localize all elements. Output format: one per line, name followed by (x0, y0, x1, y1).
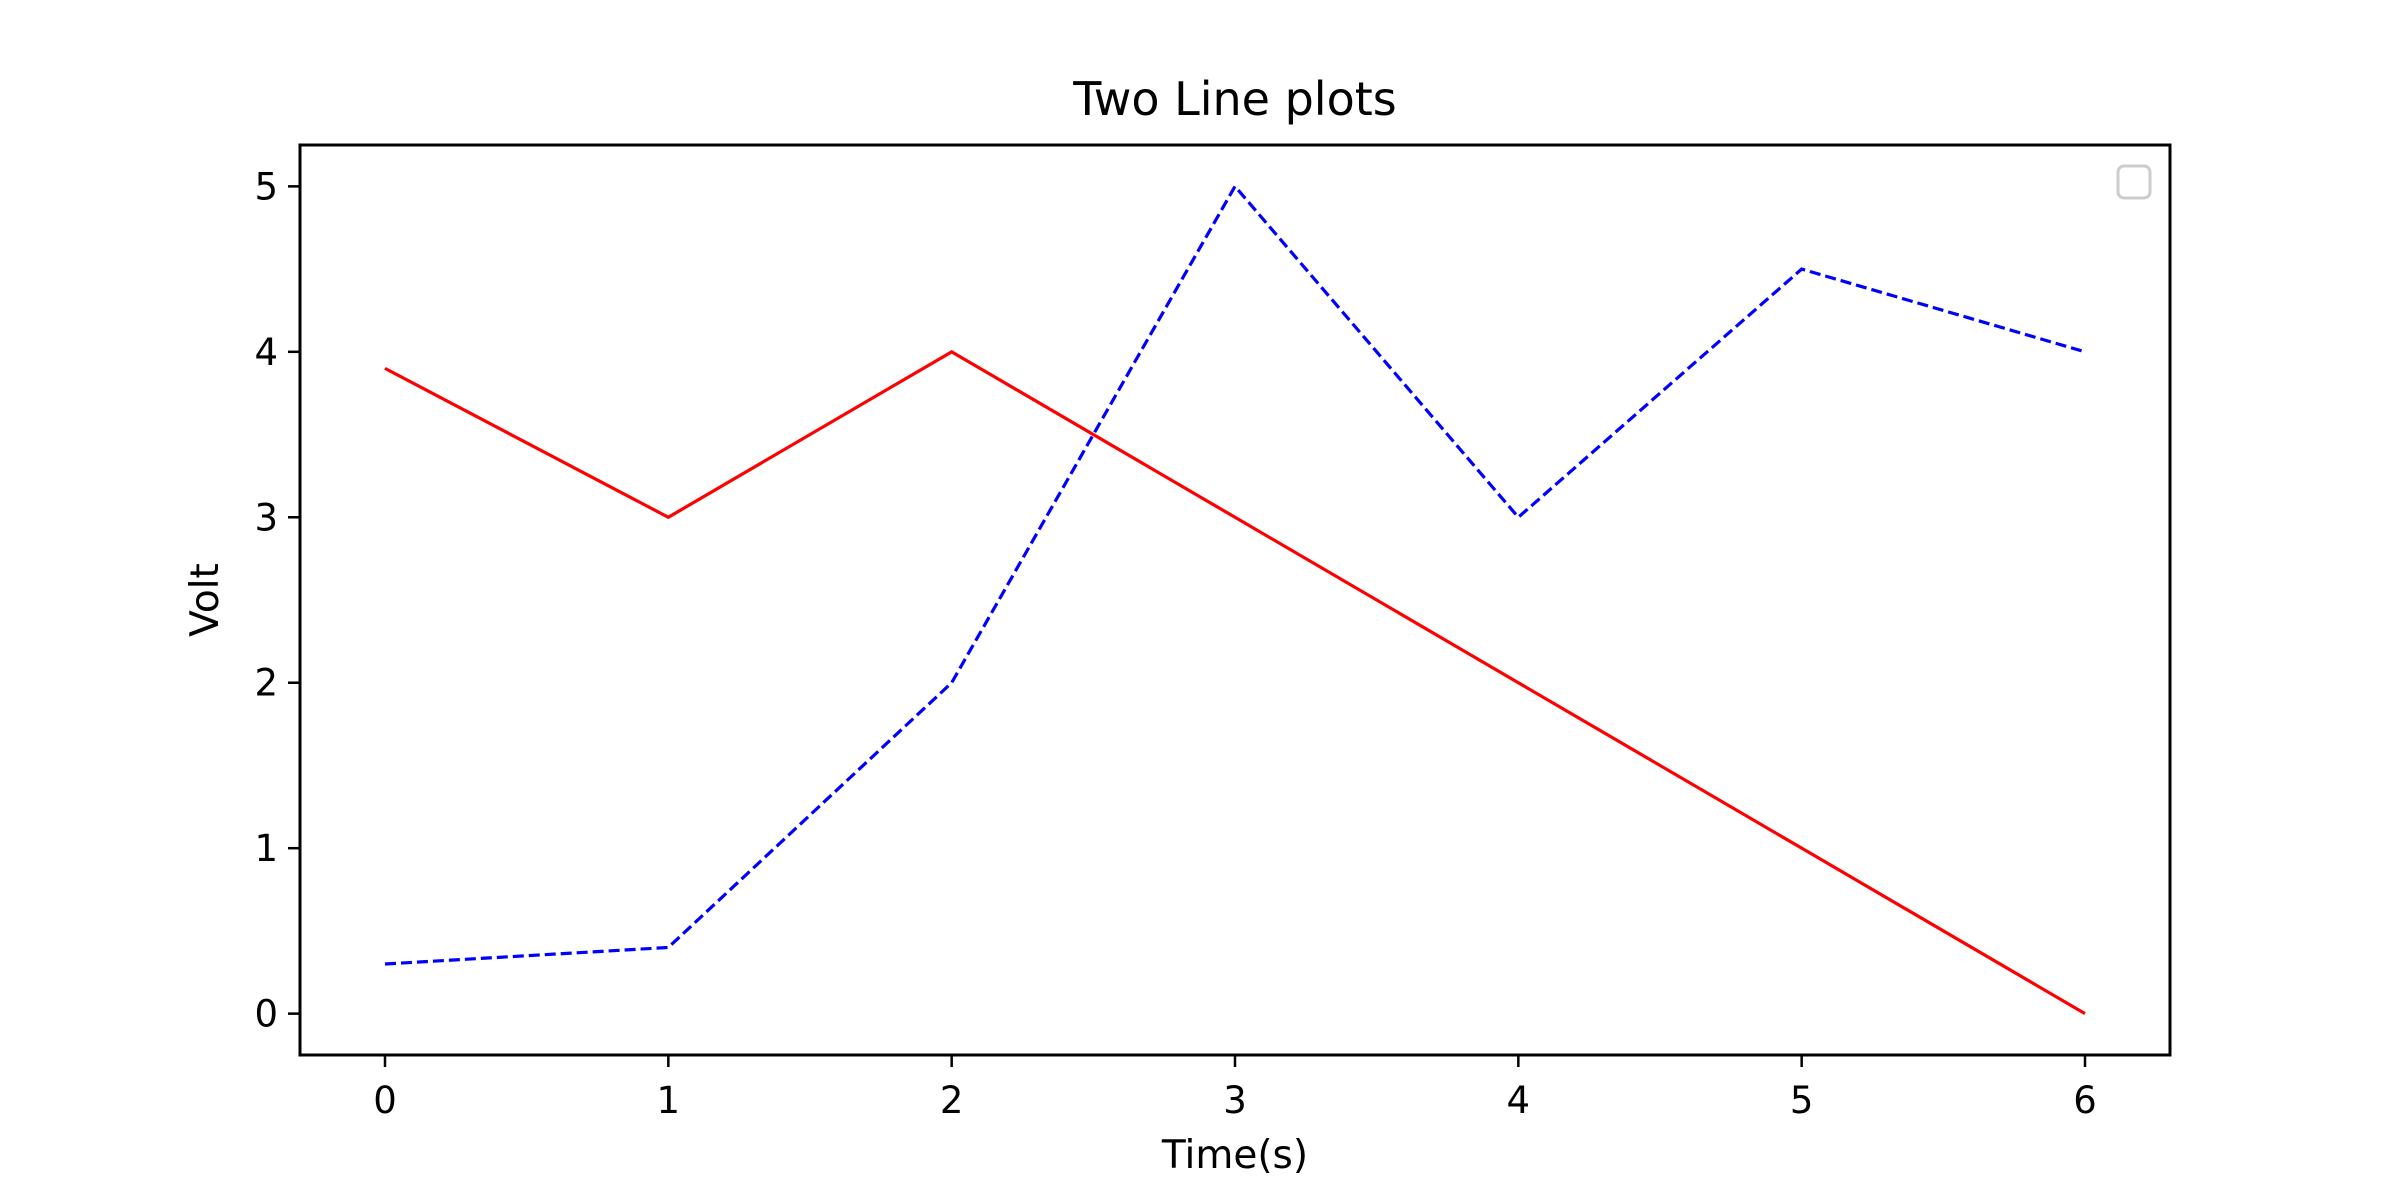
x-axis-ticks: 0 1 2 3 4 5 6 (373, 1055, 2097, 1122)
x-tick-label: 5 (1790, 1079, 1814, 1122)
series-line-1 (384, 349, 2086, 1016)
x-tick-label: 6 (2073, 1079, 2097, 1122)
series-line-2 (384, 183, 2086, 966)
axes-layer (298, 143, 2172, 1057)
chart-title: Two Line plots (1072, 72, 1396, 126)
y-tick-label: 5 (254, 165, 278, 208)
legend-box (2116, 164, 2152, 200)
x-tick-label: 1 (657, 1079, 681, 1122)
x-tick-label: 3 (1223, 1079, 1247, 1122)
y-tick-label: 0 (254, 993, 278, 1036)
y-axis-label: Volt (183, 563, 228, 637)
x-axis-label: Time(s) (1161, 1133, 1308, 1178)
x-tick-label: 0 (373, 1079, 397, 1122)
x-tick-label: 4 (1507, 1079, 1531, 1122)
y-tick-label: 2 (254, 662, 278, 705)
y-tick-label: 3 (254, 496, 278, 539)
y-axis-ticks: 0 1 2 3 4 5 (254, 165, 300, 1036)
y-tick-label: 1 (254, 827, 278, 870)
x-tick-label: 2 (940, 1079, 964, 1122)
y-tick-label: 4 (254, 331, 278, 374)
series-layer (384, 183, 2086, 1016)
plot-area-frame (298, 143, 2172, 1057)
